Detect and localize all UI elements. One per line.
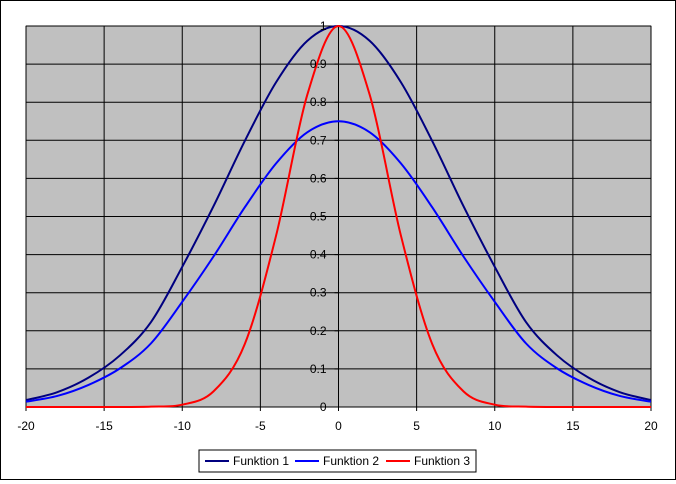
legend-label-1: Funktion 1 [233, 454, 289, 468]
x-tick-label: -20 [17, 419, 35, 433]
x-tick-label: 15 [566, 419, 580, 433]
y-tick-label: 0.8 [310, 95, 327, 109]
x-tick-label: 5 [413, 419, 420, 433]
tick-labels: -20 -15 -10 -5 0 5 10 15 20 0 0.1 0.2 0.3 0.4 0.5 0.6 0.… [17, 19, 658, 433]
legend: Funktion 1 Funktion 2 Funktion 3 [198, 449, 477, 473]
series-lines [25, 24, 652, 409]
series-line-3 [26, 24, 651, 409]
y-tick-label: 1 [320, 19, 327, 33]
y-tick-label: 0.1 [310, 362, 327, 376]
y-tick-label: 0.9 [310, 57, 327, 71]
legend-label-2: Funktion 2 [323, 454, 379, 468]
y-tick-label: 0.2 [310, 324, 327, 338]
x-tick-label: -5 [255, 419, 266, 433]
x-tick-label: -10 [174, 419, 192, 433]
x-tick-label: 10 [488, 419, 502, 433]
y-tick-label: 0.6 [310, 171, 327, 185]
y-tick-label: 0.7 [310, 133, 327, 147]
x-tick-label: -15 [95, 419, 113, 433]
y-tick-label: 0.3 [310, 286, 327, 300]
y-tick-label: 0.5 [310, 210, 327, 224]
legend-box [198, 449, 477, 473]
y-tick-label: 0.4 [310, 248, 327, 262]
legend-label-3: Funktion 3 [414, 454, 470, 468]
x-tick-label: 20 [644, 419, 658, 433]
series-line-2 [25, 120, 652, 403]
x-tick-label: 0 [335, 419, 342, 433]
y-tick-label: 0 [320, 400, 327, 414]
